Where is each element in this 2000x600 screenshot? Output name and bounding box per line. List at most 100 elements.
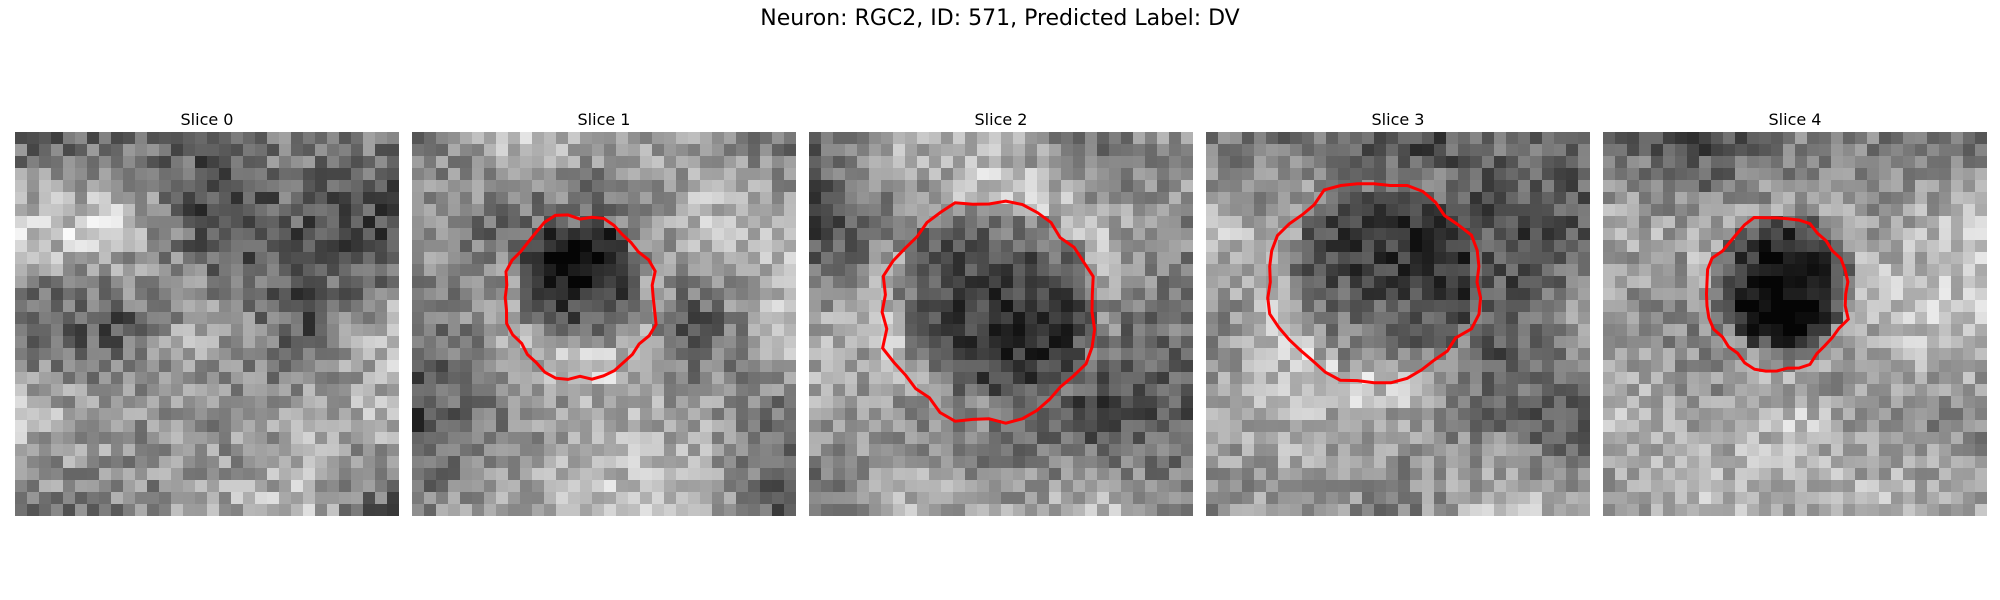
pixel: [760, 492, 773, 505]
pixel: [857, 384, 870, 397]
pixel: [1554, 144, 1567, 157]
pixel: [135, 156, 148, 169]
pixel: [1037, 492, 1050, 505]
pixel: [1771, 348, 1784, 361]
pixel: [1278, 144, 1291, 157]
pixel: [1169, 324, 1182, 337]
pixel: [965, 168, 978, 181]
pixel: [1338, 132, 1351, 145]
pixel: [1109, 444, 1122, 457]
pixel: [1314, 216, 1327, 229]
pixel: [1169, 492, 1182, 505]
pixel: [1013, 204, 1026, 217]
pixel: [1927, 156, 1940, 169]
pixel: [1795, 252, 1808, 265]
pixel: [1951, 408, 1964, 421]
pixel: [315, 312, 328, 325]
pixel: [1663, 432, 1676, 445]
pixel: [1482, 420, 1495, 433]
pixel: [436, 444, 449, 457]
pixel: [1663, 348, 1676, 361]
pixel: [1687, 288, 1700, 301]
pixel: [183, 228, 196, 241]
pixel: [1891, 420, 1904, 433]
pixel: [1530, 156, 1543, 169]
pixel: [207, 300, 220, 313]
pixel: [1639, 396, 1652, 409]
pixel: [1723, 396, 1736, 409]
pixel: [1362, 156, 1375, 169]
pixel: [712, 396, 725, 409]
pixel: [1711, 180, 1724, 193]
pixel: [375, 420, 388, 433]
pixel: [1518, 276, 1531, 289]
pixel: [1410, 192, 1423, 205]
pixel: [1723, 168, 1736, 181]
pixel: [1735, 288, 1748, 301]
pixel: [688, 180, 701, 193]
pixel: [1386, 192, 1399, 205]
pixel: [1410, 300, 1423, 313]
pixel: [1434, 372, 1447, 385]
pixel: [989, 420, 1002, 433]
pixel: [1518, 228, 1531, 241]
pixel: [1097, 204, 1110, 217]
pixel: [532, 480, 545, 493]
pixel: [1073, 396, 1086, 409]
pixel: [472, 324, 485, 337]
pixel: [255, 228, 268, 241]
pixel: [580, 480, 593, 493]
pixel: [375, 444, 388, 457]
pixel: [424, 396, 437, 409]
pixel: [688, 276, 701, 289]
pixel: [1759, 204, 1772, 217]
pixel: [929, 384, 942, 397]
pixel: [1157, 168, 1170, 181]
pixel: [869, 336, 882, 349]
pixel: [1687, 228, 1700, 241]
pixel: [929, 144, 942, 157]
pixel: [508, 384, 521, 397]
pixel: [809, 276, 822, 289]
pixel: [772, 432, 785, 445]
pixel: [1218, 480, 1231, 493]
pixel: [580, 444, 593, 457]
pixel: [1470, 360, 1483, 373]
pixel: [1963, 168, 1976, 181]
pixel: [484, 252, 497, 265]
pixel: [604, 456, 617, 469]
pixel: [231, 240, 244, 253]
pixel: [1338, 408, 1351, 421]
pixel: [147, 408, 160, 421]
pixel: [99, 408, 112, 421]
pixel: [1675, 324, 1688, 337]
pixel: [592, 276, 605, 289]
pixel: [568, 192, 581, 205]
pixel: [1157, 312, 1170, 325]
pixel: [1326, 288, 1339, 301]
slice-image: [412, 132, 796, 516]
pixel: [760, 288, 773, 301]
pixel: [616, 132, 629, 145]
pixel: [436, 396, 449, 409]
pixel: [1338, 312, 1351, 325]
pixel: [1302, 276, 1315, 289]
pixel: [977, 288, 990, 301]
pixel: [387, 240, 399, 253]
pixel: [532, 264, 545, 277]
pixel: [688, 192, 701, 205]
pixel: [1278, 384, 1291, 397]
pixel: [1085, 252, 1098, 265]
pixel: [809, 492, 822, 505]
pixel: [171, 240, 184, 253]
pixel: [1218, 360, 1231, 373]
pixel: [1398, 456, 1411, 469]
pixel: [1133, 204, 1146, 217]
pixel: [845, 468, 858, 481]
pixel: [1819, 348, 1832, 361]
pixel: [424, 252, 437, 265]
pixel: [1206, 276, 1219, 289]
pixel: [604, 240, 617, 253]
pixel: [387, 204, 399, 217]
pixel: [977, 228, 990, 241]
